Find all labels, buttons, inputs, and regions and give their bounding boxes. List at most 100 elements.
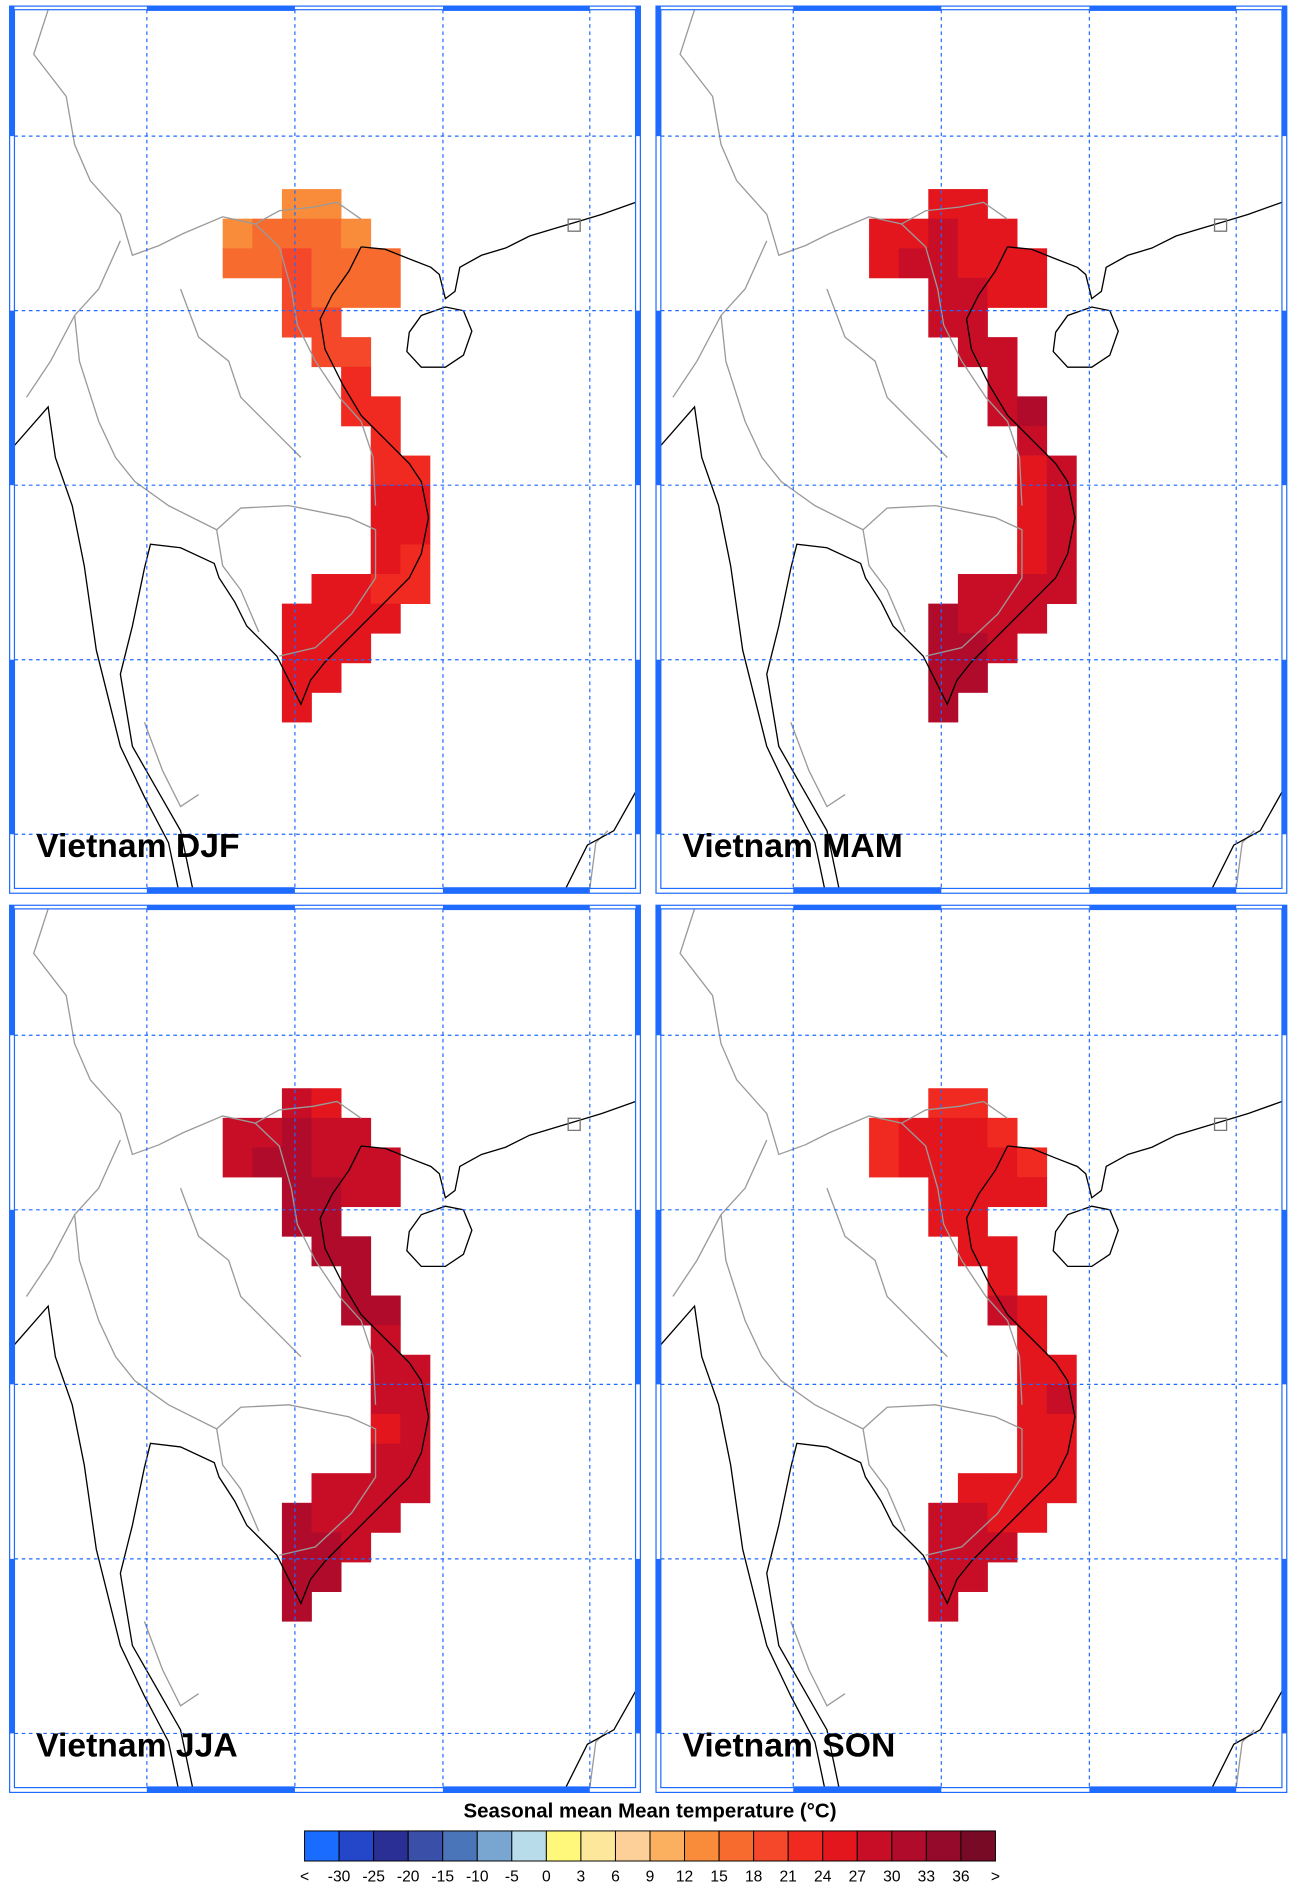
grid-cell	[987, 633, 1018, 664]
panels: Vietnam DJF Vietnam MAM Vietnam JJA Vietnam…	[9, 5, 1288, 1794]
grid-cell	[222, 1117, 253, 1148]
colorbar-box	[891, 1830, 927, 1862]
grid-cell	[1017, 1177, 1048, 1208]
grid-cell	[311, 1177, 342, 1208]
map-panel: Vietnam DJF	[9, 5, 641, 894]
frame-segment	[656, 905, 661, 1036]
colorbar-label: -30	[328, 1868, 351, 1885]
grid-cell	[1046, 1443, 1077, 1474]
colorbar-label: 9	[646, 1868, 655, 1885]
colorbar-label: 3	[577, 1868, 586, 1885]
grid-cell	[987, 366, 1018, 397]
grid-cell	[869, 248, 900, 279]
grid-cell	[341, 396, 372, 427]
grid-cell	[370, 1502, 401, 1533]
colorbar-over-label: >	[991, 1868, 1000, 1885]
colorbar-label: -25	[362, 1868, 385, 1885]
grid-cell	[987, 574, 1018, 604]
frame-segment	[1089, 887, 1237, 894]
frame-segment	[656, 310, 661, 486]
grid-cell	[281, 1088, 312, 1119]
frame-segment	[9, 1558, 15, 1734]
grid-cell	[957, 1147, 988, 1178]
frame-segment	[793, 887, 942, 894]
grid-cell	[987, 1265, 1018, 1296]
frame-segment	[146, 6, 295, 11]
panel-title: Vietnam MAM	[683, 827, 903, 865]
frame-segment	[9, 905, 15, 1036]
grid-cell	[341, 1532, 372, 1563]
grid-cell	[341, 1473, 372, 1504]
grid-cell	[957, 1502, 988, 1533]
grid-cell	[370, 1295, 401, 1326]
frame-segment	[635, 1209, 641, 1385]
colorbar: Seasonal mean Mean temperature (°C) < -30…	[300, 1800, 1000, 1886]
frame-segment	[656, 6, 661, 137]
grid-cell	[311, 633, 342, 664]
grid-cell	[222, 1147, 253, 1178]
grid-cell	[370, 248, 401, 279]
colorbar-box	[822, 1830, 858, 1862]
grid-cell	[400, 514, 431, 545]
frame-segment	[656, 1209, 661, 1385]
colorbar-label: 24	[814, 1868, 832, 1885]
colorbar-label: -5	[505, 1868, 519, 1885]
grid-cell	[281, 1532, 312, 1563]
grid-cell	[281, 1177, 312, 1208]
colorbar-label: -10	[466, 1868, 489, 1885]
grid-cell	[370, 574, 401, 604]
colorbar-label: 36	[952, 1868, 969, 1885]
frame-segment	[9, 1209, 15, 1385]
grid-cell	[370, 455, 401, 486]
grid-cell	[281, 277, 312, 308]
panel-title: Vietnam JJA	[36, 1726, 238, 1764]
frame-segment	[635, 905, 641, 1036]
grid-cell	[1017, 277, 1048, 308]
grid-cell	[281, 603, 312, 634]
grid-cell	[311, 603, 342, 634]
grid-cell	[869, 1147, 900, 1178]
grid-cell	[311, 1562, 342, 1592]
grid-cell	[928, 189, 959, 220]
grid-cell	[370, 603, 401, 634]
grid-cell	[252, 1117, 283, 1148]
colorbar-label: 6	[611, 1868, 620, 1885]
grid-cell	[898, 248, 929, 279]
grid-cell	[1017, 1147, 1048, 1178]
frame-segment	[635, 310, 641, 486]
grid-cell	[341, 218, 372, 249]
colorbar-label: 0	[542, 1868, 551, 1885]
colorbar-label: 12	[676, 1868, 693, 1885]
frame-segment	[1281, 905, 1287, 1036]
frame-segment	[1089, 905, 1237, 911]
grid-cell	[1017, 603, 1048, 634]
grid-cell	[898, 1147, 929, 1178]
colorbar-box	[753, 1830, 789, 1862]
panel-background	[9, 6, 641, 894]
grid-cell	[957, 277, 988, 308]
grid-cell	[370, 1325, 401, 1356]
grid-cell	[928, 218, 959, 249]
grid-cell	[1017, 425, 1048, 456]
colorbar-label: 18	[745, 1868, 763, 1885]
colorbar-label: 15	[710, 1868, 728, 1885]
grid-cell	[1017, 1502, 1048, 1533]
grid-cell	[957, 307, 988, 338]
grid-cell	[957, 574, 988, 604]
frame-segment	[1089, 6, 1237, 11]
colorbar-under-label: <	[300, 1868, 309, 1885]
grid-cell	[928, 1532, 959, 1563]
grid-cell	[341, 277, 372, 308]
grid-cell	[957, 1473, 988, 1504]
colorbar-label: -20	[397, 1868, 420, 1885]
panel-title: Vietnam DJF	[36, 827, 239, 865]
colorbar-box	[373, 1830, 409, 1862]
grid-cell	[341, 1295, 372, 1326]
grid-cell	[957, 662, 988, 693]
grid-cell	[1017, 1473, 1048, 1504]
grid-cell	[957, 603, 988, 634]
grid-cell	[311, 277, 342, 308]
frame-segment	[1281, 659, 1287, 835]
panel-background	[656, 6, 1287, 894]
frame-segment	[9, 6, 15, 137]
